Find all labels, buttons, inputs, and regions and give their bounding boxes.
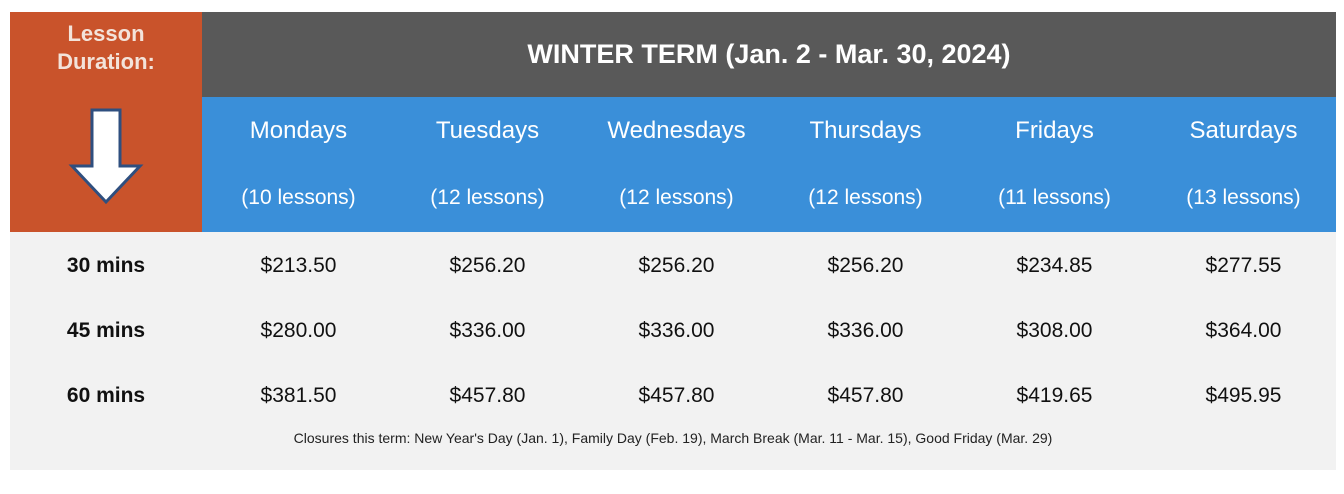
lesson-count: (11 lessons) [998,186,1111,209]
price: $308.00 [1016,319,1093,342]
term-title: WINTER TERM (Jan. 2 - Mar. 30, 2024) [202,12,1336,97]
row-label: 60 mins [66,384,146,407]
price: $256.20 [449,254,526,277]
row-label: 45 mins [66,319,146,342]
day-header-row: Mondays (10 lessons) Tuesdays (12 lessons) W… [202,97,1336,232]
day-name: Wednesdays [607,117,746,144]
row-label: 30 mins [66,254,146,277]
lesson-count: (13 lessons) [1186,186,1301,209]
price: $336.00 [638,319,715,342]
price: $457.80 [449,384,526,407]
day-name: Thursdays [809,117,922,144]
price: $256.20 [638,254,715,277]
price: $256.20 [827,254,904,277]
lesson-count: (12 lessons) [808,186,923,209]
corner-cell: Lesson Duration: [10,12,202,232]
down-arrow [68,108,144,205]
price: $381.50 [260,384,337,407]
day-name: Mondays [249,117,348,144]
price: $419.65 [1016,384,1093,407]
day-name: Tuesdays [435,117,540,144]
price: $364.00 [1205,319,1282,342]
day-name: Saturdays [1189,117,1298,144]
price: $277.55 [1205,254,1282,277]
price: $280.00 [260,319,337,342]
day-name: Fridays [1015,117,1094,144]
price: $457.80 [638,384,715,407]
price: $336.00 [449,319,526,342]
lesson-count: (10 lessons) [241,186,356,209]
price: $234.85 [1016,254,1093,277]
price: $213.50 [260,254,337,277]
corner-label: Lesson Duration: [57,21,155,74]
price-table: Closures this term: New Year's Day (Jan.… [10,232,1336,470]
price: $495.95 [1205,384,1282,407]
lesson-count: (12 lessons) [619,186,734,209]
lesson-count: (12 lessons) [430,186,545,209]
price: $457.80 [827,384,904,407]
footnote: Closures this term: New Year's Day (Jan.… [293,430,1053,446]
price: $336.00 [827,319,904,342]
